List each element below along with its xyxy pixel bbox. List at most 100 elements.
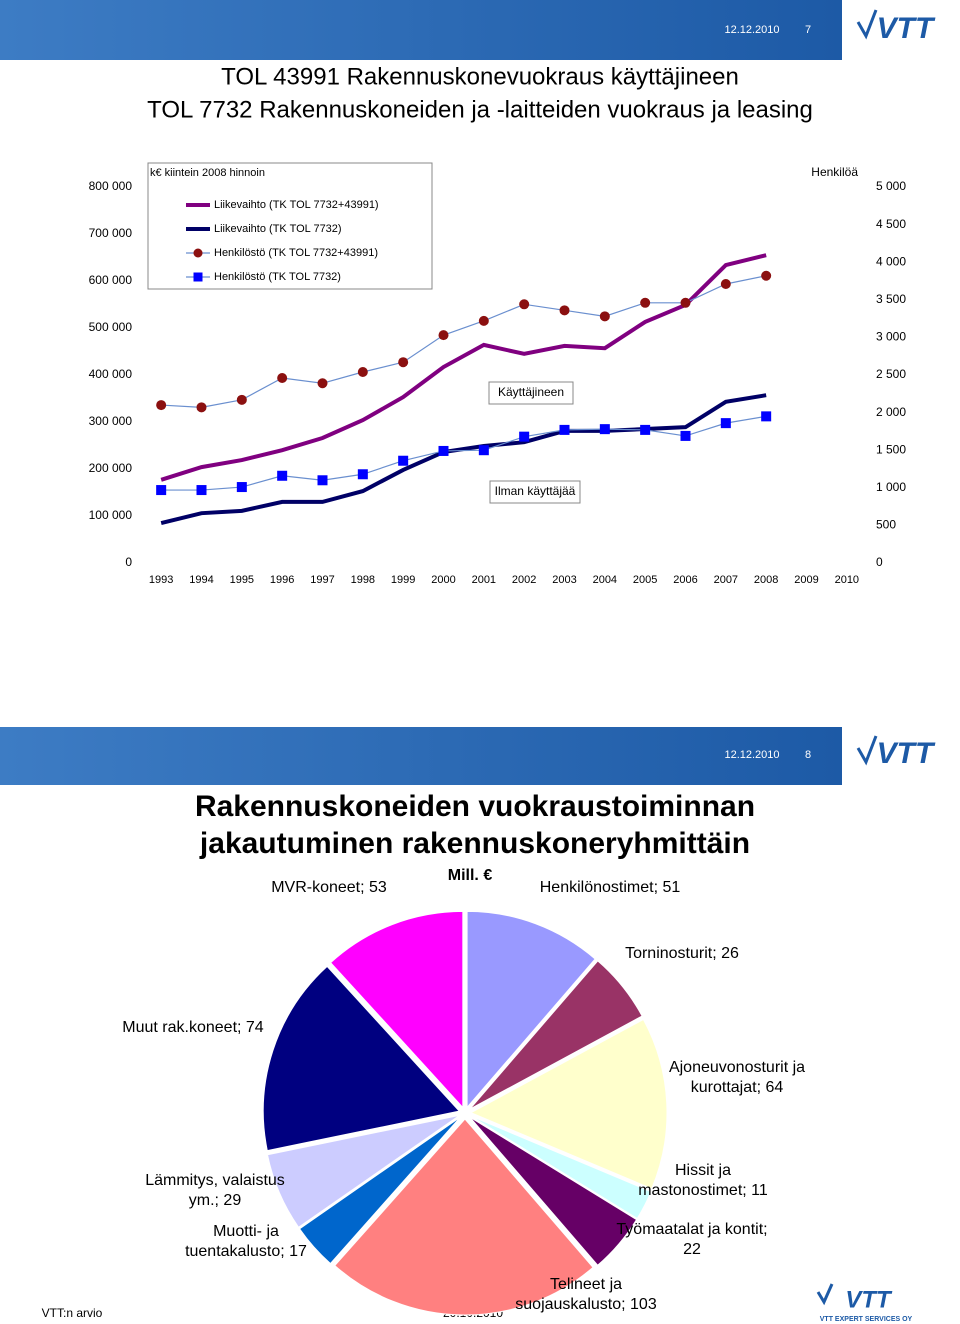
y-tick-label: 200 000 (89, 461, 133, 475)
y2-tick-label: 1 000 (876, 480, 906, 494)
point (519, 431, 530, 442)
x-tick-label: 2008 (754, 574, 778, 586)
pie-slice (329, 910, 464, 1109)
legend-marker (193, 272, 203, 282)
slice-label: tuentakalusto; 17 (185, 1243, 307, 1260)
y-tick-label: 400 000 (89, 367, 133, 381)
y2-tick-label: 4 000 (876, 254, 906, 268)
chart-subtitle: Mill. € (448, 867, 493, 884)
x-tick-label: 1996 (270, 574, 294, 586)
y-tick-label: 0 (125, 555, 132, 569)
point (478, 445, 489, 456)
pie-slice (266, 1114, 460, 1228)
x-tick-label: 1993 (149, 574, 173, 586)
point (156, 400, 167, 411)
slice-label: Hissit ja (675, 1162, 731, 1179)
x-tick-label: 1997 (310, 574, 334, 586)
x-tick-label: 1994 (189, 574, 213, 586)
point (680, 430, 691, 441)
slice-label: Henkilönostimet; 51 (540, 879, 681, 896)
point (236, 482, 247, 493)
legend-label: Liikevaihto (TK TOL 7732) (214, 223, 342, 235)
point (438, 445, 449, 456)
x-tick-label: 2004 (593, 574, 617, 586)
slice-label: Telineet ja (550, 1276, 622, 1293)
point (599, 311, 610, 322)
point (519, 299, 530, 310)
x-tick-label: 1999 (391, 574, 415, 586)
point (277, 373, 288, 384)
footer-logo: VTT (845, 1286, 893, 1313)
slide-number: 8 (805, 749, 811, 761)
slice-label: Torninosturit; 26 (625, 945, 739, 962)
header-bar (0, 0, 842, 60)
y2-tick-label: 1 500 (876, 442, 906, 456)
footer-logo-caption: VTT EXPERT SERVICES OY (820, 1316, 913, 1323)
pie-slice (334, 1118, 594, 1316)
annotation: Ilman käyttäjää (495, 484, 576, 498)
annotation-box (488, 381, 574, 405)
logo-mark (856, 735, 878, 766)
slice-label: MVR-koneet; 53 (271, 879, 387, 896)
series-line (161, 415, 767, 491)
y2-tick-label: 3 000 (876, 330, 906, 344)
pie-slice (470, 1115, 652, 1220)
legend-label: Henkilöstö (TK TOL 7732) (214, 271, 341, 283)
series-line (160, 253, 767, 482)
point (196, 402, 207, 413)
slice-label: Lämmitys, valaistus (145, 1172, 285, 1189)
chart-title: TOL 7732 Rakennuskoneiden ja -laitteiden… (147, 96, 813, 123)
slide-date: 12.12.2010 (724, 749, 779, 761)
slice-label: mastonostimet; 11 (638, 1182, 768, 1199)
point (640, 297, 651, 308)
x-tick-label: 2009 (794, 574, 818, 586)
y2-axis-label: Henkilöä (811, 165, 858, 179)
legend-label: Henkilöstö (TK TOL 7732+43991) (214, 247, 378, 259)
y2-tick-label: 2 000 (876, 405, 906, 419)
point (156, 485, 167, 496)
pie-slice (469, 1116, 638, 1266)
pie-slice (469, 1018, 668, 1190)
point (317, 475, 328, 486)
x-tick-label: 2000 (431, 574, 455, 586)
series-line (160, 393, 767, 525)
slice-label: Muotti- ja (213, 1223, 279, 1240)
pie-slice (298, 1116, 461, 1265)
annotation: Käyttäjineen (498, 385, 564, 399)
point (398, 357, 409, 368)
series-line (161, 275, 767, 408)
pie-slice (262, 965, 461, 1152)
x-tick-label: 2003 (552, 574, 576, 586)
slice-label: 22 (683, 1241, 701, 1258)
point (559, 305, 570, 316)
x-tick-label: 2006 (673, 574, 697, 586)
y-axis-label: k€ kiintein 2008 hinnoin (150, 167, 265, 179)
y2-tick-label: 5 000 (876, 179, 906, 193)
x-tick-label: 2010 (835, 574, 859, 586)
legend-marker (193, 248, 203, 258)
logo: VTT (877, 737, 936, 770)
chart-title: Rakennuskoneiden vuokraustoiminnan (195, 790, 755, 823)
slide-date: 12.12.2010 (724, 24, 779, 36)
y2-tick-label: 2 500 (876, 367, 906, 381)
point (357, 469, 368, 480)
point (357, 366, 368, 377)
legend-label: Liikevaihto (TK TOL 7732+43991) (214, 199, 379, 211)
y-tick-label: 500 000 (89, 320, 133, 334)
point (761, 411, 772, 422)
slice-label: Ajoneuvonosturit ja (669, 1059, 805, 1076)
point (398, 455, 409, 466)
y-tick-label: 800 000 (89, 179, 133, 193)
slice-label: kurottajat; 64 (691, 1079, 784, 1096)
y2-tick-label: 4 500 (876, 217, 906, 231)
slice-label: suojauskalusto; 103 (515, 1296, 657, 1313)
x-tick-label: 2001 (472, 574, 496, 586)
y2-tick-label: 500 (876, 518, 896, 532)
point (196, 485, 207, 496)
y-tick-label: 700 000 (89, 226, 133, 240)
point (277, 470, 288, 481)
header-bar (0, 727, 842, 785)
pie-slice (469, 960, 643, 1110)
